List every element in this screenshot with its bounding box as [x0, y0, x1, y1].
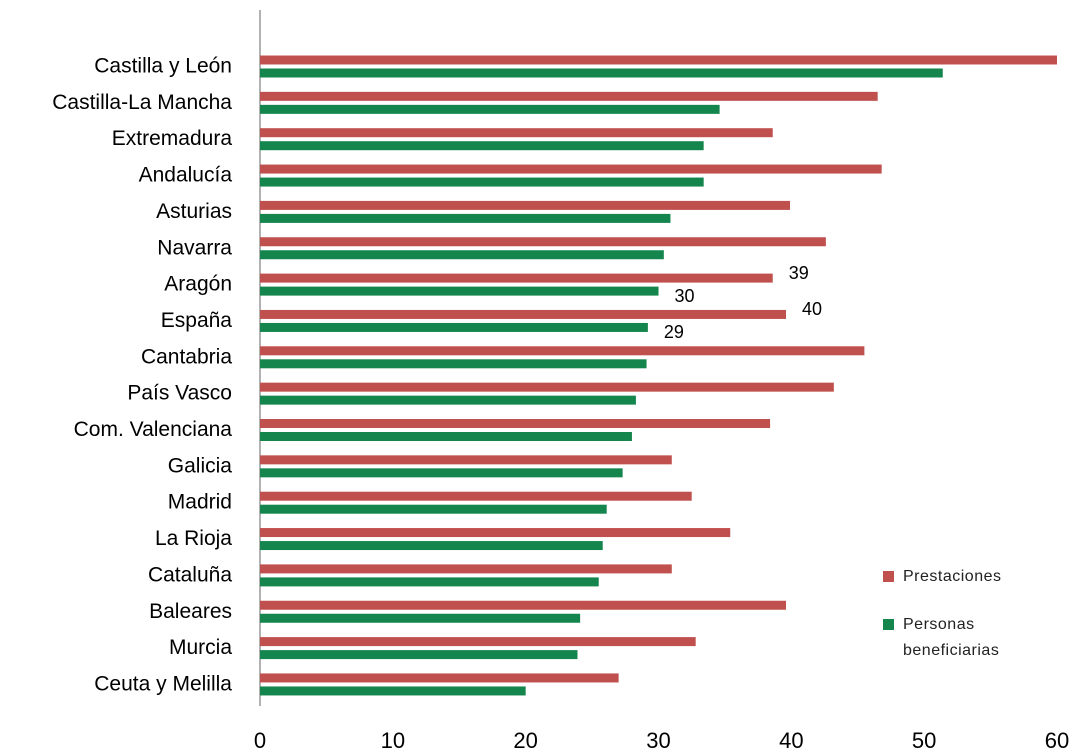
bar	[260, 613, 581, 623]
y-tick-label: País Vasco	[127, 382, 232, 405]
bar	[260, 600, 787, 610]
x-tick-label: 50	[912, 728, 936, 753]
y-tick-label: Ceuta y Melilla	[94, 672, 232, 695]
bar	[260, 577, 599, 587]
bar	[260, 309, 787, 319]
bar	[260, 528, 731, 538]
y-tick-label: Castilla y León	[94, 55, 232, 78]
bar	[260, 213, 671, 223]
y-tick-label: Cantabria	[141, 345, 232, 368]
legend-swatch	[883, 619, 894, 630]
bar	[260, 359, 647, 369]
bar	[260, 237, 826, 247]
bar	[260, 395, 636, 405]
x-tick-label: 60	[1045, 728, 1069, 753]
bar	[260, 346, 865, 356]
y-tick-label: Castilla-La Mancha	[52, 91, 232, 114]
bar	[260, 455, 672, 465]
bar	[260, 91, 878, 101]
x-tick-label: 40	[779, 728, 803, 753]
legend-swatch	[883, 571, 894, 582]
x-tick-label: 20	[513, 728, 537, 753]
data-label: 40	[802, 299, 822, 319]
bar	[260, 541, 603, 551]
bar	[260, 104, 720, 114]
y-tick-label: Cataluña	[148, 563, 232, 586]
bar	[260, 468, 623, 478]
bar	[260, 637, 696, 647]
y-tick-label: Com. Valenciana	[74, 418, 233, 441]
y-tick-label: Murcia	[169, 636, 232, 659]
bar	[260, 177, 704, 187]
bar	[260, 164, 882, 174]
y-tick-label: Extremadura	[112, 127, 233, 150]
legend-item: Personas beneficiarias	[883, 614, 1063, 664]
y-tick-label: Aragón	[164, 273, 232, 296]
bar	[260, 491, 692, 501]
bar	[260, 273, 773, 283]
y-tick-label: España	[161, 309, 233, 332]
x-tick-label: 0	[254, 728, 266, 753]
data-label: 39	[789, 263, 809, 283]
bar	[260, 200, 791, 210]
y-tick-label: Madrid	[168, 491, 232, 514]
bar	[260, 128, 773, 138]
bar	[260, 564, 672, 574]
data-label: 29	[664, 322, 684, 342]
bar	[260, 55, 1057, 65]
bar	[260, 432, 632, 441]
bar	[260, 141, 704, 151]
y-tick-label: Baleares	[149, 600, 232, 623]
legend: Prestaciones Personas beneficiarias	[883, 566, 1063, 688]
bar	[260, 504, 607, 514]
bar	[260, 322, 648, 332]
bar	[260, 68, 943, 78]
legend-label: Personas beneficiarias	[903, 616, 1000, 659]
bar	[260, 250, 664, 260]
x-tick-label: 10	[381, 728, 405, 753]
y-tick-label: Andalucía	[139, 164, 233, 187]
bar	[260, 650, 578, 660]
legend-label: Prestaciones	[903, 568, 1002, 585]
bar	[260, 686, 526, 696]
bar	[260, 673, 619, 683]
y-tick-label: Galicia	[168, 454, 233, 477]
y-tick-label: Asturias	[156, 200, 232, 223]
legend-item: Prestaciones	[883, 566, 1063, 590]
y-tick-label: Navarra	[157, 236, 232, 259]
bar	[260, 286, 659, 296]
bar	[260, 382, 834, 392]
data-label: 30	[675, 286, 695, 306]
bar	[260, 419, 771, 428]
x-tick-label: 30	[646, 728, 670, 753]
y-tick-label: La Rioja	[155, 527, 232, 550]
